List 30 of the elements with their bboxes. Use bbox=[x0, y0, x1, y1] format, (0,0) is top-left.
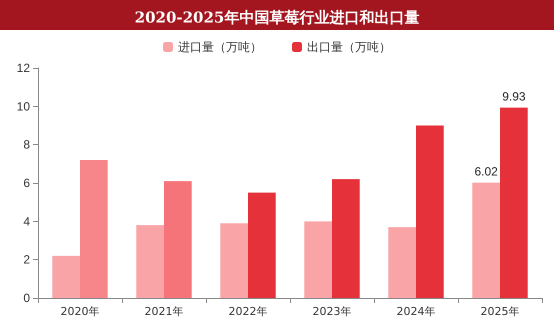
x-tick-label: 2020年 bbox=[60, 305, 100, 318]
bar bbox=[136, 225, 164, 298]
bar bbox=[332, 179, 360, 298]
x-tick-label: 2024年 bbox=[396, 305, 436, 318]
bar bbox=[164, 181, 192, 298]
legend-label: 进口量（万吨） bbox=[178, 40, 262, 54]
bar bbox=[388, 227, 416, 298]
y-tick-label: 0 bbox=[23, 291, 30, 305]
y-tick-label: 10 bbox=[16, 99, 30, 114]
bar bbox=[304, 221, 332, 298]
bar bbox=[80, 160, 108, 298]
x-tick-label: 2021年 bbox=[144, 305, 184, 318]
bar bbox=[416, 126, 444, 298]
y-tick-label: 8 bbox=[23, 138, 30, 152]
bar bbox=[500, 108, 528, 298]
y-tick-label: 12 bbox=[16, 61, 30, 75]
data-label: 6.02 bbox=[474, 164, 498, 179]
bar bbox=[248, 192, 276, 298]
y-tick-label: 6 bbox=[23, 176, 30, 190]
x-tick-label: 2022年 bbox=[228, 305, 268, 318]
y-tick-label: 4 bbox=[23, 214, 30, 228]
legend-label: 出口量（万吨） bbox=[307, 40, 391, 54]
chart-title: 2020-2025年中国草莓行业进口和出口量 bbox=[134, 8, 420, 26]
bar bbox=[52, 256, 80, 298]
x-tick-label: 2025年 bbox=[480, 305, 520, 318]
data-label: 9.93 bbox=[502, 90, 526, 104]
y-tick-label: 2 bbox=[23, 252, 30, 267]
x-tick-label: 2023年 bbox=[312, 305, 352, 318]
bar bbox=[220, 223, 248, 298]
bar bbox=[472, 182, 500, 298]
